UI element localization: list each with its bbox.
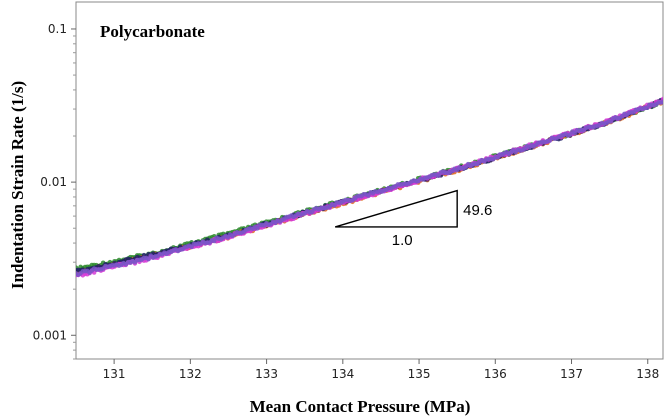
x-tick-label: 132 xyxy=(179,367,202,381)
x-tick-label: 133 xyxy=(255,367,278,381)
x-tick-label: 135 xyxy=(408,367,431,381)
data-point xyxy=(660,99,663,105)
tick-layer: 131 132 133 134 135 136 137 138 0.001 0.01 0.1 xyxy=(33,22,660,381)
slope-triangle xyxy=(334,189,458,228)
y-tick-label: 0.01 xyxy=(40,175,67,189)
plot-area xyxy=(75,1,664,360)
chart-title: Polycarbonate xyxy=(100,22,205,41)
data-series xyxy=(76,99,663,278)
x-tick-label: 134 xyxy=(331,367,354,381)
series-layer xyxy=(76,96,663,278)
x-tick-label: 131 xyxy=(103,367,126,381)
slope-rise-label: 49.6 xyxy=(463,202,492,219)
x-axis-title: Mean Contact Pressure (MPa) xyxy=(250,397,471,416)
annotation-layer: 49.6 1.0 xyxy=(334,189,492,249)
x-tick-label: 137 xyxy=(560,367,583,381)
slope-run-label: 1.0 xyxy=(392,232,413,249)
y-tick-label: 0.001 xyxy=(33,328,67,342)
y-axis-title: Indentation Strain Rate (1/s) xyxy=(8,81,27,289)
x-tick-label: 136 xyxy=(484,367,507,381)
y-tick-label: 0.1 xyxy=(48,22,67,36)
data-point xyxy=(255,226,260,231)
data-point xyxy=(436,173,441,178)
data-point xyxy=(146,256,151,262)
x-tick-label: 138 xyxy=(636,367,659,381)
